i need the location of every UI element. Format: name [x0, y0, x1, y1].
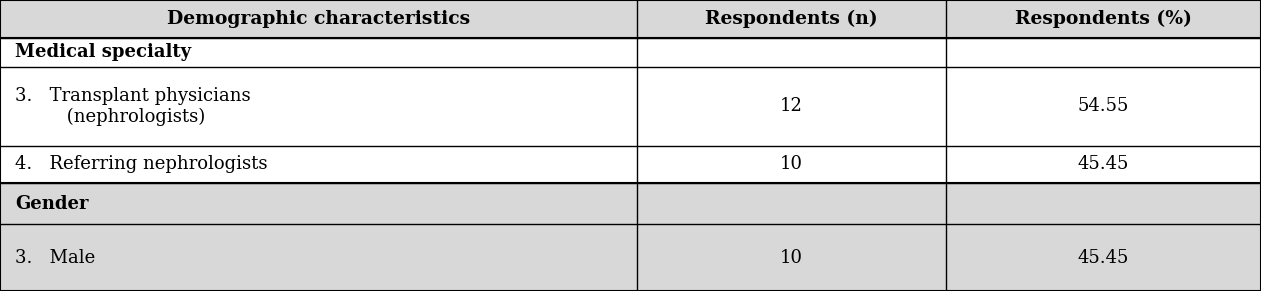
Text: 12: 12: [779, 97, 803, 115]
Bar: [637, 38, 946, 67]
Text: Respondents (%): Respondents (%): [1015, 10, 1192, 28]
Bar: [0, 38, 637, 67]
Text: Medical specialty: Medical specialty: [15, 43, 192, 61]
Bar: [0, 146, 637, 183]
Bar: [0, 0, 637, 38]
Text: 45.45: 45.45: [1078, 155, 1129, 173]
Bar: [946, 67, 1261, 146]
Text: 3.   Transplant physicians
         (nephrologists): 3. Transplant physicians (nephrologists): [15, 87, 251, 126]
Bar: [637, 0, 946, 38]
Text: 45.45: 45.45: [1078, 249, 1129, 267]
Bar: [637, 224, 946, 291]
Bar: [946, 0, 1261, 38]
Bar: [946, 38, 1261, 67]
Text: 10: 10: [779, 249, 803, 267]
Bar: [0, 224, 637, 291]
Bar: [0, 183, 637, 224]
Bar: [0, 67, 637, 146]
Text: Respondents (n): Respondents (n): [705, 10, 878, 28]
Text: 4.   Referring nephrologists: 4. Referring nephrologists: [15, 155, 267, 173]
Bar: [946, 183, 1261, 224]
Text: 10: 10: [779, 155, 803, 173]
Text: Demographic characteristics: Demographic characteristics: [166, 10, 470, 28]
Bar: [637, 183, 946, 224]
Bar: [946, 146, 1261, 183]
Text: 3.   Male: 3. Male: [15, 249, 96, 267]
Bar: [946, 224, 1261, 291]
Bar: [637, 67, 946, 146]
Text: 54.55: 54.55: [1078, 97, 1129, 115]
Bar: [637, 146, 946, 183]
Text: Gender: Gender: [15, 195, 88, 213]
